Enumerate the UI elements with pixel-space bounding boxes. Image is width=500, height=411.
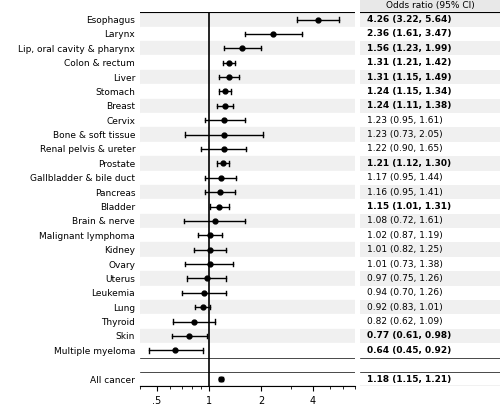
Text: 1.24 (1.11, 1.38): 1.24 (1.11, 1.38) [367, 102, 452, 110]
Bar [140, 199, 355, 214]
Bar [140, 271, 355, 286]
Bar [140, 99, 355, 113]
Text: 1.02 (0.87, 1.19): 1.02 (0.87, 1.19) [367, 231, 443, 240]
FancyBboxPatch shape [360, 372, 500, 386]
Bar [140, 314, 355, 329]
Bar [140, 185, 355, 199]
Bar [140, 41, 355, 55]
FancyBboxPatch shape [360, 70, 500, 84]
FancyBboxPatch shape [360, 257, 500, 271]
Bar [140, 257, 355, 271]
FancyBboxPatch shape [360, 199, 500, 214]
FancyBboxPatch shape [360, 41, 500, 55]
Text: 1.23 (0.73, 2.05): 1.23 (0.73, 2.05) [367, 130, 442, 139]
Text: 1.18 (1.15, 1.21): 1.18 (1.15, 1.21) [367, 375, 451, 383]
FancyBboxPatch shape [360, 0, 500, 13]
Text: 1.15 (1.01, 1.31): 1.15 (1.01, 1.31) [367, 202, 451, 211]
Text: 1.01 (0.73, 1.38): 1.01 (0.73, 1.38) [367, 260, 443, 268]
Text: 1.23 (0.95, 1.61): 1.23 (0.95, 1.61) [367, 116, 443, 125]
Bar [140, 372, 355, 386]
Text: Odds ratio (95% CI): Odds ratio (95% CI) [386, 1, 474, 10]
Bar [140, 156, 355, 171]
Text: 0.92 (0.83, 1.01): 0.92 (0.83, 1.01) [367, 303, 443, 312]
FancyBboxPatch shape [360, 27, 500, 41]
Bar [140, 12, 355, 27]
Text: 1.56 (1.23, 1.99): 1.56 (1.23, 1.99) [367, 44, 452, 53]
Bar [140, 142, 355, 156]
Bar [140, 214, 355, 228]
Text: 1.24 (1.15, 1.34): 1.24 (1.15, 1.34) [367, 87, 452, 96]
Text: 1.01 (0.82, 1.25): 1.01 (0.82, 1.25) [367, 245, 442, 254]
Bar [140, 286, 355, 300]
Text: 1.22 (0.90, 1.65): 1.22 (0.90, 1.65) [367, 145, 442, 153]
Bar [140, 113, 355, 127]
Bar [140, 55, 355, 70]
Bar [140, 242, 355, 257]
Bar [140, 329, 355, 343]
FancyBboxPatch shape [360, 300, 500, 314]
FancyBboxPatch shape [360, 84, 500, 99]
Text: 1.31 (1.15, 1.49): 1.31 (1.15, 1.49) [367, 73, 452, 81]
FancyBboxPatch shape [360, 142, 500, 156]
Text: 0.97 (0.75, 1.26): 0.97 (0.75, 1.26) [367, 274, 443, 283]
Bar [140, 300, 355, 314]
FancyBboxPatch shape [360, 314, 500, 329]
Bar [140, 127, 355, 142]
FancyBboxPatch shape [360, 171, 500, 185]
Text: 0.94 (0.70, 1.26): 0.94 (0.70, 1.26) [367, 289, 442, 297]
FancyBboxPatch shape [360, 358, 500, 372]
FancyBboxPatch shape [360, 55, 500, 70]
FancyBboxPatch shape [360, 242, 500, 257]
Text: 0.64 (0.45, 0.92): 0.64 (0.45, 0.92) [367, 346, 451, 355]
Bar [140, 358, 355, 372]
Bar [140, 171, 355, 185]
FancyBboxPatch shape [360, 343, 500, 358]
FancyBboxPatch shape [360, 286, 500, 300]
Text: 1.08 (0.72, 1.61): 1.08 (0.72, 1.61) [367, 217, 443, 225]
Text: 2.36 (1.61, 3.47): 2.36 (1.61, 3.47) [367, 30, 452, 38]
Text: 1.17 (0.95, 1.44): 1.17 (0.95, 1.44) [367, 173, 442, 182]
Bar [140, 228, 355, 242]
Text: 1.21 (1.12, 1.30): 1.21 (1.12, 1.30) [367, 159, 451, 168]
Bar [140, 27, 355, 41]
FancyBboxPatch shape [360, 113, 500, 127]
Text: 1.31 (1.21, 1.42): 1.31 (1.21, 1.42) [367, 58, 452, 67]
Bar [140, 84, 355, 99]
FancyBboxPatch shape [360, 214, 500, 228]
Bar [140, 343, 355, 358]
Text: 0.82 (0.62, 1.09): 0.82 (0.62, 1.09) [367, 317, 442, 326]
FancyBboxPatch shape [360, 156, 500, 171]
FancyBboxPatch shape [360, 329, 500, 343]
FancyBboxPatch shape [360, 127, 500, 142]
FancyBboxPatch shape [360, 99, 500, 113]
FancyBboxPatch shape [360, 228, 500, 242]
FancyBboxPatch shape [360, 271, 500, 286]
FancyBboxPatch shape [360, 12, 500, 27]
FancyBboxPatch shape [360, 185, 500, 199]
Text: 1.16 (0.95, 1.41): 1.16 (0.95, 1.41) [367, 188, 443, 196]
Bar [140, 70, 355, 84]
Text: 0.77 (0.61, 0.98): 0.77 (0.61, 0.98) [367, 332, 451, 340]
Text: 4.26 (3.22, 5.64): 4.26 (3.22, 5.64) [367, 15, 452, 24]
